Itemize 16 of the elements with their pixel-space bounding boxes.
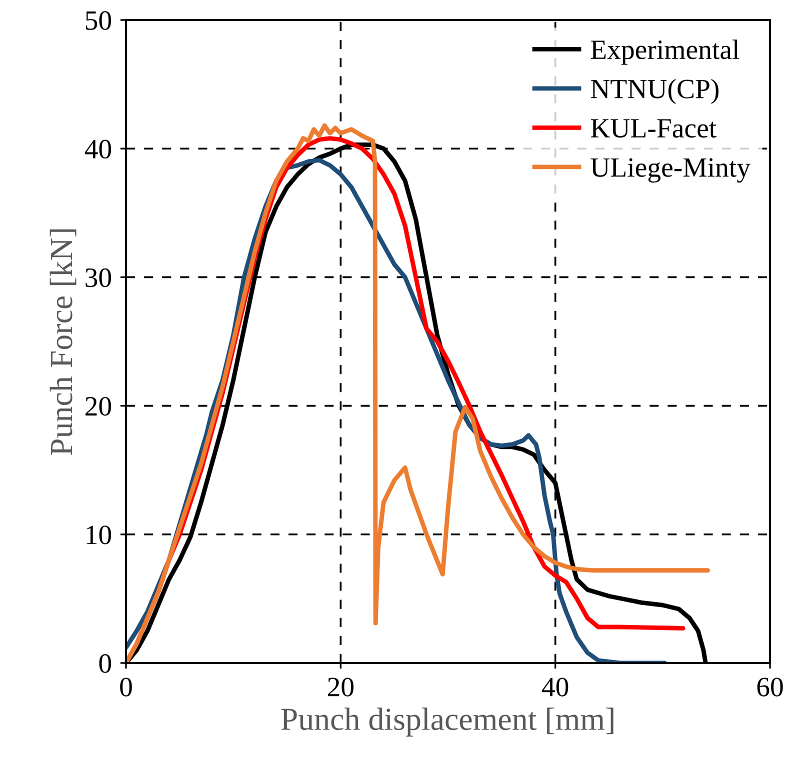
legend-label: NTNU(CP) <box>590 78 719 104</box>
x-tick-label: 20 <box>328 678 354 696</box>
y-tick-label: 50 <box>86 11 112 30</box>
x-tick-label: 60 <box>757 678 783 696</box>
x-tick-label: 40 <box>542 678 568 696</box>
y-axis-title: Punch Force [kN] <box>50 229 76 456</box>
y-tick-label: 0 <box>99 654 112 673</box>
y-tick-label: 40 <box>84 140 112 159</box>
legend-label: KUL-Facet <box>590 119 716 138</box>
legend-label: Experimental <box>590 40 740 65</box>
y-tick-label: 20 <box>86 396 112 416</box>
x-tick-label: 0 <box>120 678 132 696</box>
x-axis-title: Punch displacement [mm] <box>281 708 614 737</box>
y-tick-label: 30 <box>86 268 112 288</box>
legend-label: ULiege-Minty <box>590 158 750 183</box>
y-tick-label: 10 <box>86 526 112 544</box>
